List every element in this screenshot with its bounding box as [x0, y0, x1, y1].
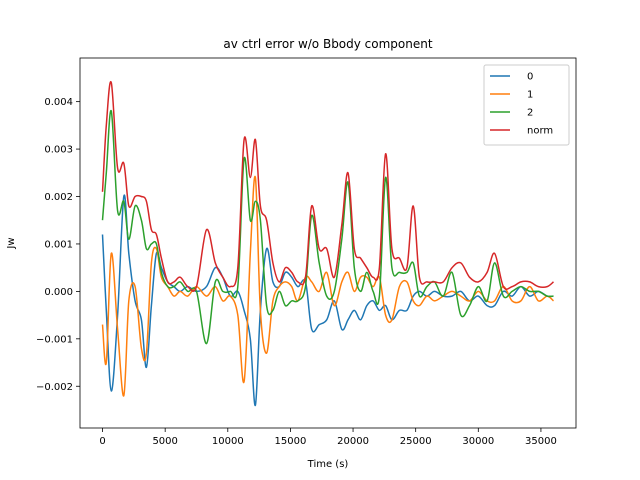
series-line-norm: [101, 80, 554, 292]
x-axis-label: Time (s): [307, 459, 349, 470]
x-tick-label: 20000: [337, 436, 369, 447]
y-tick-label: 0.000: [44, 287, 73, 298]
y-axis-label: Jw: [6, 237, 17, 249]
x-tick-label: 10000: [212, 436, 244, 447]
x-tick-label: 35000: [525, 436, 557, 447]
legend-label-norm: norm: [527, 126, 553, 137]
y-tick-label: −0.001: [36, 334, 73, 345]
x-tick-label: 0: [99, 436, 105, 447]
x-tick-label: 5000: [152, 436, 177, 447]
x-tick-label: 25000: [400, 436, 432, 447]
x-tick-label: 15000: [275, 436, 307, 447]
y-tick-label: −0.002: [36, 382, 73, 393]
y-axis: −0.002 −0.001 0.000 0.001 0.002 0.003 0.004: [36, 97, 80, 393]
plot-frame: [79, 57, 577, 429]
y-tick-label: 0.004: [44, 97, 73, 108]
series-lines: [101, 80, 554, 406]
y-tick-label: 0.003: [44, 145, 73, 156]
legend-box: [483, 64, 570, 146]
legend-label-2: 2: [527, 108, 533, 119]
y-tick-label: 0.002: [44, 192, 73, 203]
chart-title: av ctrl error w/o Bbody component: [223, 37, 432, 51]
legend-label-1: 1: [527, 90, 533, 101]
x-tick-label: 30000: [462, 436, 494, 447]
legend: 0 1 2 norm: [483, 64, 570, 146]
x-axis: 0 5000 10000 15000 20000 25000 30000 35000: [99, 428, 557, 447]
y-tick-label: 0.001: [44, 239, 73, 250]
legend-label-0: 0: [527, 72, 533, 83]
